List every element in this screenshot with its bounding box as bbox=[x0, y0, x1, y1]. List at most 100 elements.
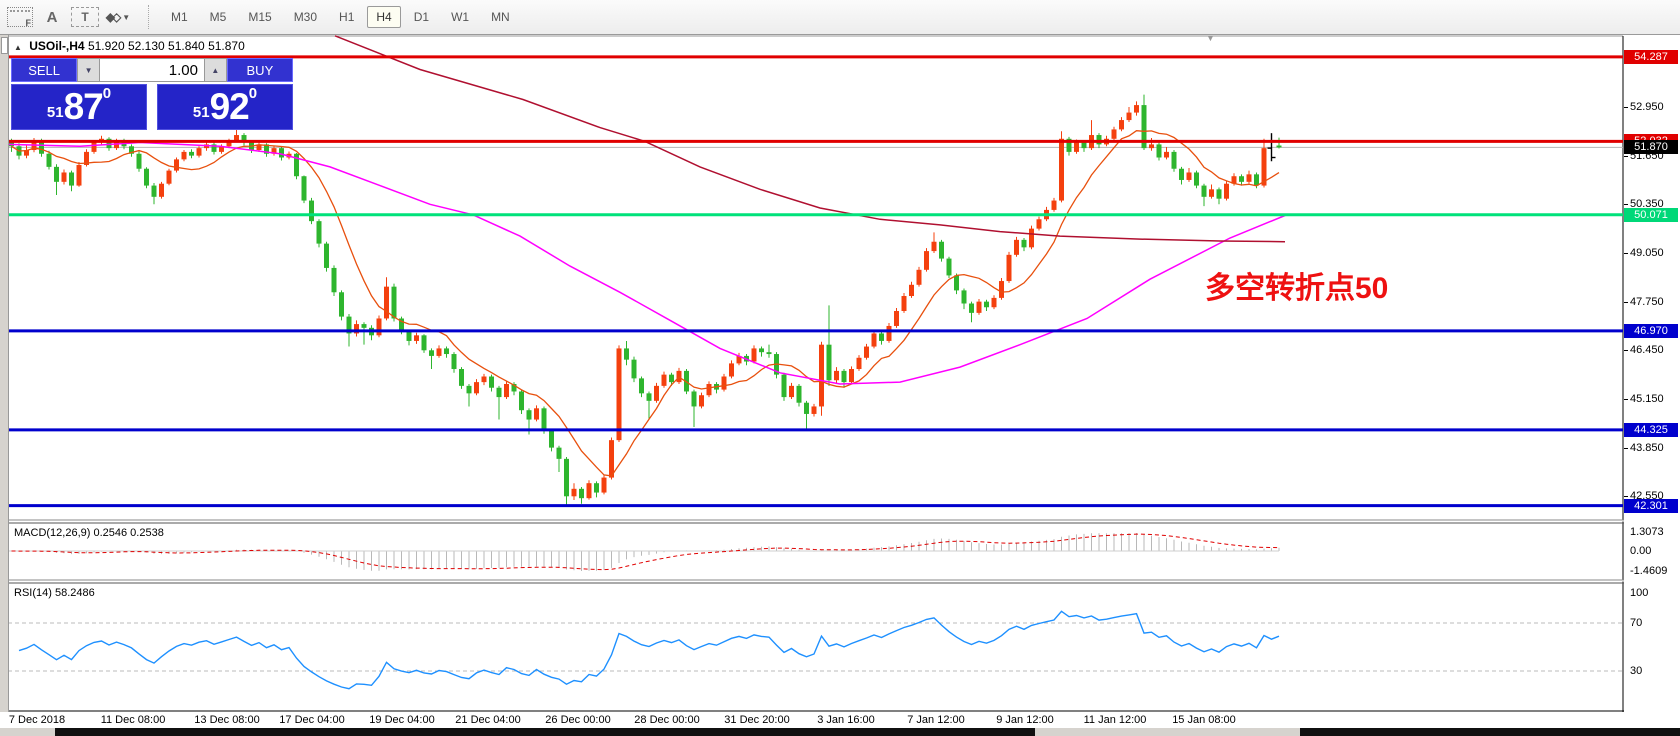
candle bbox=[91, 142, 97, 152]
candle bbox=[691, 391, 697, 407]
chart-annotation: 多空转折点50 bbox=[1205, 272, 1389, 305]
shapes-icon[interactable]: ◆◇ ▼ bbox=[105, 4, 131, 30]
candle bbox=[1021, 239, 1027, 248]
label-a-icon[interactable]: A bbox=[46, 8, 58, 26]
candle bbox=[181, 151, 187, 160]
candle bbox=[556, 447, 562, 459]
macd-label: MACD(12,26,9) 0.2546 0.2538 bbox=[14, 527, 164, 539]
candle bbox=[9, 140, 14, 147]
chart-profile-icon[interactable] bbox=[3, 4, 33, 30]
timeframe-m1[interactable]: M1 bbox=[171, 10, 188, 24]
candle bbox=[256, 144, 262, 151]
price-axis[interactable]: 52.950 51.650 50.350 49.050 47.750 46.450 45.1… bbox=[1624, 36, 1680, 728]
candle bbox=[984, 301, 989, 308]
candle bbox=[444, 348, 449, 355]
timeframe-mn[interactable]: MN bbox=[491, 10, 510, 24]
time-label: 19 Dec 04:00 bbox=[369, 714, 435, 726]
candle bbox=[601, 477, 607, 493]
time-label: 26 Dec 00:00 bbox=[545, 714, 611, 726]
price-level-badge: 46.970 bbox=[1624, 323, 1678, 338]
candle bbox=[421, 335, 427, 351]
volume-up-button[interactable]: ▲ bbox=[204, 58, 227, 82]
left-scroll-strip[interactable] bbox=[0, 34, 9, 736]
time-label: 21 Dec 04:00 bbox=[455, 714, 521, 726]
candle bbox=[474, 382, 479, 394]
candle bbox=[271, 148, 277, 154]
buy-price-tile[interactable]: 51 92 0 bbox=[157, 84, 293, 130]
candle bbox=[961, 290, 967, 304]
candle bbox=[414, 335, 419, 341]
toolbar-separator bbox=[148, 5, 150, 29]
candle bbox=[1051, 200, 1057, 210]
candle bbox=[189, 151, 194, 156]
candle bbox=[736, 355, 742, 364]
candle bbox=[534, 408, 539, 420]
candle bbox=[354, 324, 359, 334]
candle bbox=[136, 153, 142, 169]
candle bbox=[864, 346, 869, 358]
candle bbox=[646, 393, 652, 401]
candle bbox=[496, 387, 502, 398]
candle bbox=[264, 144, 269, 154]
candle bbox=[174, 159, 179, 171]
candle bbox=[991, 297, 997, 308]
candle bbox=[1029, 228, 1034, 248]
candle bbox=[1209, 189, 1214, 197]
candle bbox=[706, 383, 712, 396]
time-label: 28 Dec 00:00 bbox=[634, 714, 700, 726]
textbox-icon[interactable]: T bbox=[71, 4, 99, 30]
candle bbox=[1216, 189, 1222, 199]
timeframe-m15[interactable]: M15 bbox=[248, 10, 272, 24]
candle bbox=[489, 376, 494, 388]
volume-input[interactable] bbox=[100, 58, 204, 82]
chart-title: ▲ USOil-,H4 51.920 52.130 51.840 51.870 bbox=[14, 39, 245, 53]
candle bbox=[916, 269, 922, 285]
candle bbox=[241, 135, 247, 143]
candle bbox=[1186, 172, 1192, 180]
timeframe-d1[interactable]: D1 bbox=[413, 10, 430, 24]
chart-object-caret-icon[interactable]: ▼ bbox=[1206, 33, 1215, 43]
sell-price-prefix: 51 bbox=[46, 104, 64, 121]
candle bbox=[669, 374, 674, 383]
shapes-glyph: ◆◇ bbox=[105, 10, 122, 24]
candle bbox=[76, 164, 82, 186]
scroll-thumb[interactable] bbox=[1, 37, 8, 54]
candle bbox=[526, 410, 532, 420]
volume-down-button[interactable]: ▼ bbox=[77, 58, 100, 82]
candle bbox=[1134, 105, 1139, 113]
buy-button[interactable]: BUY bbox=[226, 58, 293, 82]
sell-button[interactable]: SELL bbox=[11, 58, 78, 82]
time-axis[interactable]: 7 Dec 2018 11 Dec 08:00 13 Dec 08:00 17 Dec… bbox=[0, 712, 1680, 728]
taskbar-segment bbox=[1300, 728, 1680, 736]
candle bbox=[999, 281, 1004, 298]
candle bbox=[571, 488, 577, 497]
sell-price-big: 87 bbox=[63, 86, 104, 127]
sell-price-tile[interactable]: 51 87 0 bbox=[11, 84, 147, 130]
candle bbox=[1081, 142, 1087, 149]
timeframe-h4[interactable]: H4 bbox=[367, 6, 401, 28]
candle bbox=[166, 170, 172, 184]
collapse-triangle-icon[interactable]: ▲ bbox=[14, 43, 22, 52]
macd-axis-label: 1.3073 bbox=[1630, 526, 1664, 538]
candle bbox=[399, 318, 404, 332]
price-tick-label: 45.150 bbox=[1624, 392, 1664, 405]
price-tick-label: 52.950 bbox=[1624, 100, 1664, 113]
candle bbox=[1246, 174, 1252, 182]
time-label: 15 Jan 08:00 bbox=[1172, 714, 1236, 726]
candle bbox=[1066, 138, 1072, 152]
timeframe-m30[interactable]: M30 bbox=[293, 10, 318, 24]
candle bbox=[459, 369, 464, 386]
candle bbox=[631, 359, 637, 379]
timeframe-m5[interactable]: M5 bbox=[209, 10, 227, 24]
candle bbox=[451, 354, 457, 370]
timeframe-h1[interactable]: H1 bbox=[339, 10, 355, 24]
candle bbox=[1171, 151, 1177, 169]
candle bbox=[894, 310, 899, 326]
timeframe-w1[interactable]: W1 bbox=[451, 10, 470, 24]
candle bbox=[924, 251, 929, 270]
ohlc-readout: 51.920 52.130 51.840 51.870 bbox=[87, 39, 245, 53]
time-label: 9 Jan 12:00 bbox=[996, 714, 1054, 726]
taskbar-segment bbox=[55, 728, 1035, 736]
candle bbox=[946, 258, 952, 276]
